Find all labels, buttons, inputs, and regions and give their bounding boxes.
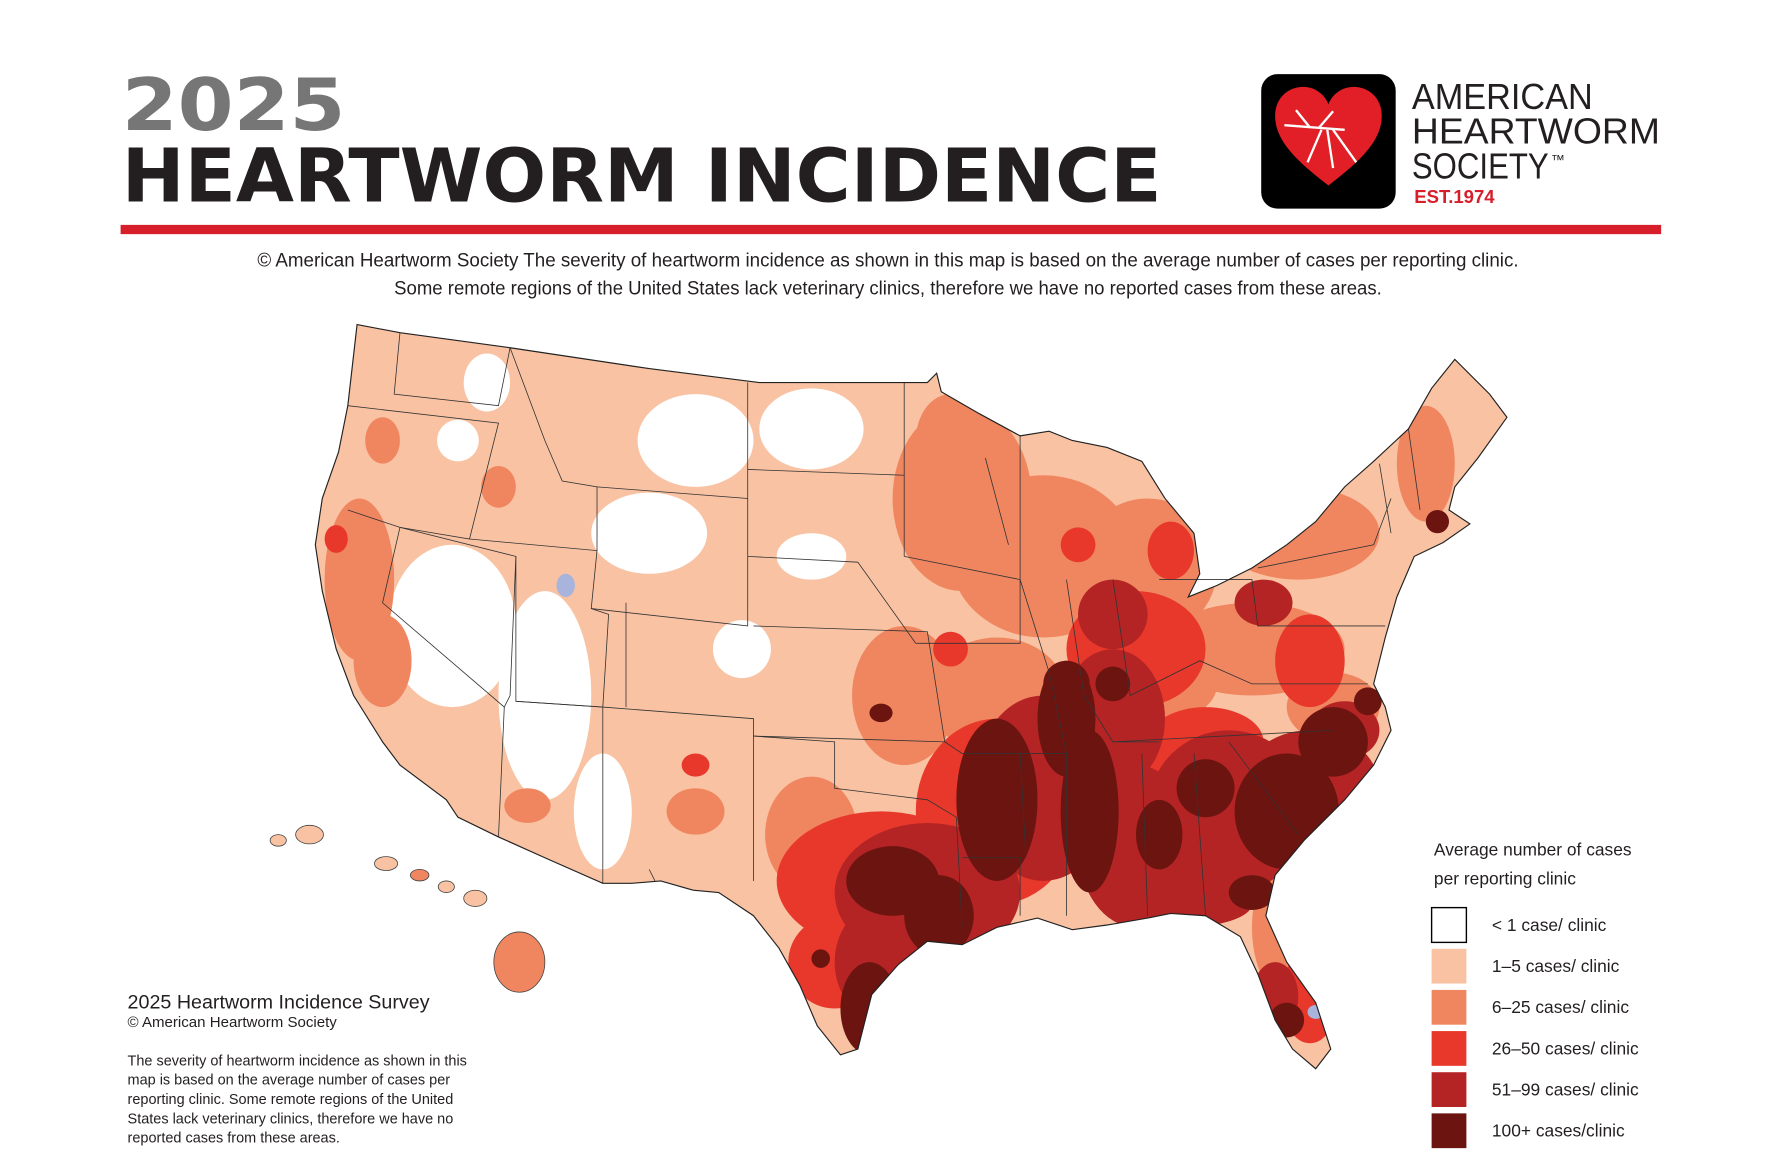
logo-trademark: ™ — [1551, 152, 1565, 168]
island — [437, 880, 455, 893]
hawaii — [269, 824, 546, 993]
incidence-region — [915, 394, 986, 487]
incidence-region — [1425, 510, 1449, 534]
incidence-region — [681, 753, 710, 777]
incidence-region — [1234, 579, 1293, 626]
incidence-region — [637, 394, 754, 487]
incidence-region — [591, 492, 708, 574]
incidence-region — [324, 525, 348, 553]
incidence-region — [869, 703, 893, 723]
legend-swatch — [1431, 1072, 1467, 1107]
legend-label: 26–50 cases/ clinic — [1492, 1038, 1639, 1058]
footnote-line: reported cases from these areas. — [128, 1131, 340, 1147]
legend-label: 51–99 cases/ clinic — [1492, 1079, 1639, 1099]
year-title: 2025 — [122, 63, 346, 147]
incidence-region — [712, 620, 771, 679]
incidence-region — [353, 614, 412, 708]
legend-label: 6–25 cases/ clinic — [1492, 997, 1629, 1017]
incidence-region — [1147, 521, 1194, 580]
incidence-region — [852, 625, 957, 766]
island — [493, 931, 546, 993]
footnote-line: States lack veterinary clinics, therefor… — [128, 1111, 454, 1127]
incidence-region — [1396, 405, 1455, 522]
legend-label: 100+ cases/clinic — [1492, 1121, 1625, 1141]
legend-swatch — [1430, 906, 1468, 944]
incidence-region — [388, 544, 516, 708]
incidence-region — [1228, 875, 1276, 910]
incidence-region — [707, 962, 777, 1032]
logo-mosquito — [1284, 109, 1358, 169]
incidence-region — [1353, 687, 1382, 716]
legend-swatch — [1431, 1031, 1467, 1066]
logo-text: SOCIETY — [1412, 146, 1549, 187]
incidence-region — [1060, 527, 1096, 563]
footnote-copyright: © American Heartworm Society — [128, 1014, 338, 1031]
incidence-region — [840, 962, 899, 1055]
logo-text: AMERICAN — [1412, 76, 1593, 117]
incidence-region — [1136, 799, 1183, 870]
island — [295, 824, 324, 845]
subtitle-line: Some remote regions of the United States… — [394, 277, 1382, 299]
incidence-region — [956, 718, 1038, 881]
logo-est: EST.1974 — [1414, 186, 1495, 207]
state-borders — [347, 332, 1421, 928]
title-rule — [120, 224, 1662, 235]
incidence-region — [666, 788, 725, 835]
lake — [556, 573, 575, 597]
main-title: HEARTWORM INCIDENCE — [122, 134, 1162, 220]
incidence-region — [1078, 579, 1148, 650]
incidence-region — [933, 631, 968, 667]
incidence-region — [437, 419, 479, 462]
legend-swatch — [1431, 1113, 1467, 1149]
footnote-line: The severity of heartworm incidence as s… — [128, 1053, 467, 1069]
footnote-line: reporting clinic. Some remote regions of… — [128, 1092, 454, 1108]
legend-title: per reporting clinic — [1434, 868, 1576, 888]
incidence-region — [481, 465, 516, 508]
incidence-region — [1060, 730, 1119, 893]
footnote-line: map is based on the average number of ca… — [128, 1073, 451, 1089]
legend-label: < 1 case/ clinic — [1492, 915, 1607, 935]
footnote-title: 2025 Heartworm Incidence Survey — [128, 991, 430, 1013]
us-map — [269, 323, 1508, 1070]
lake — [1307, 1004, 1324, 1019]
incidence-region — [504, 788, 551, 824]
incidence-region — [1095, 666, 1131, 702]
legend-label: 1–5 cases/ clinic — [1492, 956, 1620, 976]
footnote-body: The severity of heartworm incidence as s… — [128, 1053, 467, 1146]
island — [463, 889, 488, 907]
legend: Average number of cases per reporting cl… — [1430, 839, 1639, 1149]
subtitle-line: © American Heartworm Society The severit… — [257, 250, 1518, 272]
incidence-region — [1217, 486, 1380, 580]
incidence-region — [1275, 614, 1345, 708]
island — [269, 834, 287, 847]
incidence-region — [776, 533, 847, 580]
legend-swatch — [1431, 989, 1467, 1025]
incidence-region — [498, 591, 592, 800]
incidence-region — [811, 949, 831, 968]
incidence-regions — [315, 324, 1507, 1069]
incidence-region — [1298, 707, 1368, 777]
incidence-region — [759, 388, 864, 470]
logo-text: HEARTWORM — [1412, 111, 1660, 152]
logo: AMERICAN HEARTWORM SOCIETY ™ EST.1974 — [1261, 74, 1660, 209]
legend-swatch — [1431, 948, 1467, 984]
legend-title: Average number of cases — [1434, 839, 1632, 859]
incidence-region — [1043, 660, 1090, 708]
incidence-region — [365, 417, 400, 464]
incidence-region — [904, 875, 974, 957]
island — [409, 868, 430, 882]
island — [374, 856, 399, 871]
incidence-region — [1176, 759, 1235, 818]
incidence-region — [463, 353, 511, 412]
